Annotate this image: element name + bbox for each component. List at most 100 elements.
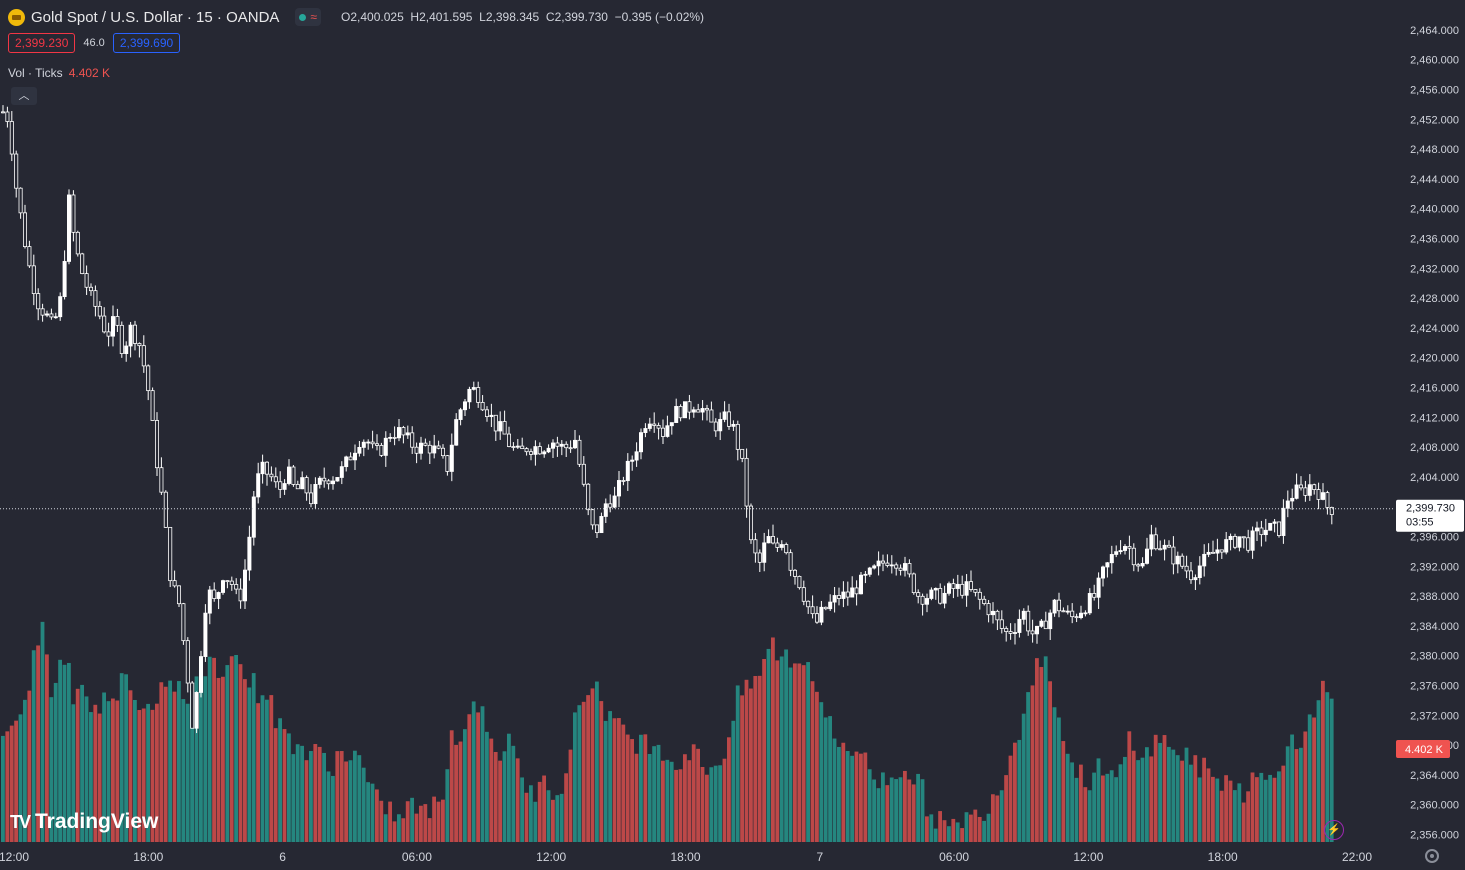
candle (159, 457, 164, 495)
volume-bar (1175, 755, 1180, 842)
candle-body (58, 296, 63, 318)
candle (1303, 480, 1308, 502)
candle (506, 426, 511, 448)
candle (551, 439, 556, 458)
candle-body (247, 536, 252, 571)
price-tick-label: 2,356.000 (1410, 830, 1459, 842)
candle (238, 578, 243, 609)
volume-bar (863, 752, 868, 842)
candle-body (1101, 566, 1106, 579)
buy-button[interactable]: 2,399.690 (112, 33, 181, 53)
candle (1057, 592, 1062, 618)
candle (53, 312, 58, 319)
volume-bar (269, 695, 274, 842)
volume-bar (678, 769, 683, 842)
candle (1162, 539, 1167, 561)
tradingview-logo[interactable]: TV TradingView (10, 810, 158, 834)
candle (396, 419, 401, 442)
candle-body (1162, 544, 1167, 550)
volume-bar (454, 744, 458, 842)
candle (859, 572, 864, 595)
candle-body (480, 402, 485, 411)
candle (920, 593, 925, 616)
candle (643, 423, 648, 438)
candle-body (62, 261, 67, 298)
price-axis: 2,464.000 2,460.000 2,456.000 2,452.000 2,44… (1410, 25, 1459, 842)
volume-bar (458, 741, 463, 842)
candle (581, 456, 586, 487)
lightning-icon[interactable]: ⚡ (1324, 820, 1344, 840)
volume-bar (331, 775, 335, 842)
volume-bar (1277, 771, 1281, 842)
volume-bar (595, 681, 599, 842)
volume-bar (1136, 760, 1140, 842)
symbol-title[interactable]: Gold Spot / U.S. Dollar · 15 · OANDA (31, 8, 280, 26)
candle (67, 189, 72, 265)
market-status[interactable]: ≈ (295, 8, 322, 26)
candle-body (986, 603, 991, 616)
candle (515, 439, 520, 449)
candle (198, 650, 203, 698)
time-tick-label: 18:00 (133, 850, 163, 864)
candle (1277, 521, 1282, 538)
candle (960, 575, 965, 599)
candle-body (203, 612, 208, 657)
volume-bar (383, 814, 388, 842)
candle (652, 412, 657, 433)
volume-bar (520, 777, 524, 842)
candle-body (1268, 522, 1273, 531)
candle (295, 480, 300, 490)
volume-bar (938, 811, 942, 842)
chevron-up-icon[interactable]: ︿ (11, 87, 37, 105)
candle (427, 440, 432, 464)
candle-body (1065, 610, 1070, 613)
candle-body (1083, 612, 1088, 615)
volume-bar (757, 675, 762, 842)
candle-body (1140, 563, 1145, 567)
volume-bar (617, 718, 621, 842)
volume-bar (36, 645, 40, 842)
candle-body (757, 552, 762, 563)
volume-bar (414, 813, 419, 842)
price-tick-label: 2,384.000 (1410, 621, 1459, 633)
volume-bar (265, 699, 269, 842)
candle (1321, 483, 1326, 501)
sell-button[interactable]: 2,399.230 (8, 33, 76, 53)
candle-body (1079, 612, 1084, 619)
tv-mark-icon: TV (10, 811, 31, 832)
volume-bar (815, 691, 819, 842)
candle-body (889, 564, 894, 567)
candle (1013, 623, 1018, 645)
volume-bar (322, 752, 326, 842)
volume-bar (229, 656, 234, 842)
volume-bar (683, 754, 687, 842)
candle-body (357, 446, 362, 454)
volume-bar (1250, 772, 1255, 842)
volume-bar (467, 714, 472, 842)
volume-bar (1219, 790, 1224, 842)
candle-body (1228, 535, 1233, 540)
candle-body (947, 583, 952, 594)
gear-icon[interactable] (1425, 849, 1439, 863)
candle-body (102, 315, 107, 333)
volume-legend[interactable]: Vol · Ticks 4.402 K (8, 66, 110, 80)
candle-body (766, 536, 771, 544)
candle (190, 681, 195, 729)
candle-body (1206, 551, 1211, 555)
volume-bar (1263, 779, 1268, 842)
candle-body (1325, 492, 1330, 508)
candle (947, 581, 952, 596)
volume-bar (432, 796, 436, 842)
volume-bar (925, 816, 929, 842)
volume-bar (1281, 765, 1286, 842)
volume-bar (93, 704, 98, 842)
candle (1131, 543, 1136, 572)
candle (278, 471, 283, 498)
volume-bar (335, 751, 340, 842)
volume-bar (898, 777, 903, 842)
candle (1246, 529, 1251, 553)
candle-body (999, 619, 1004, 629)
candle (762, 532, 767, 572)
candle-body (573, 439, 578, 449)
